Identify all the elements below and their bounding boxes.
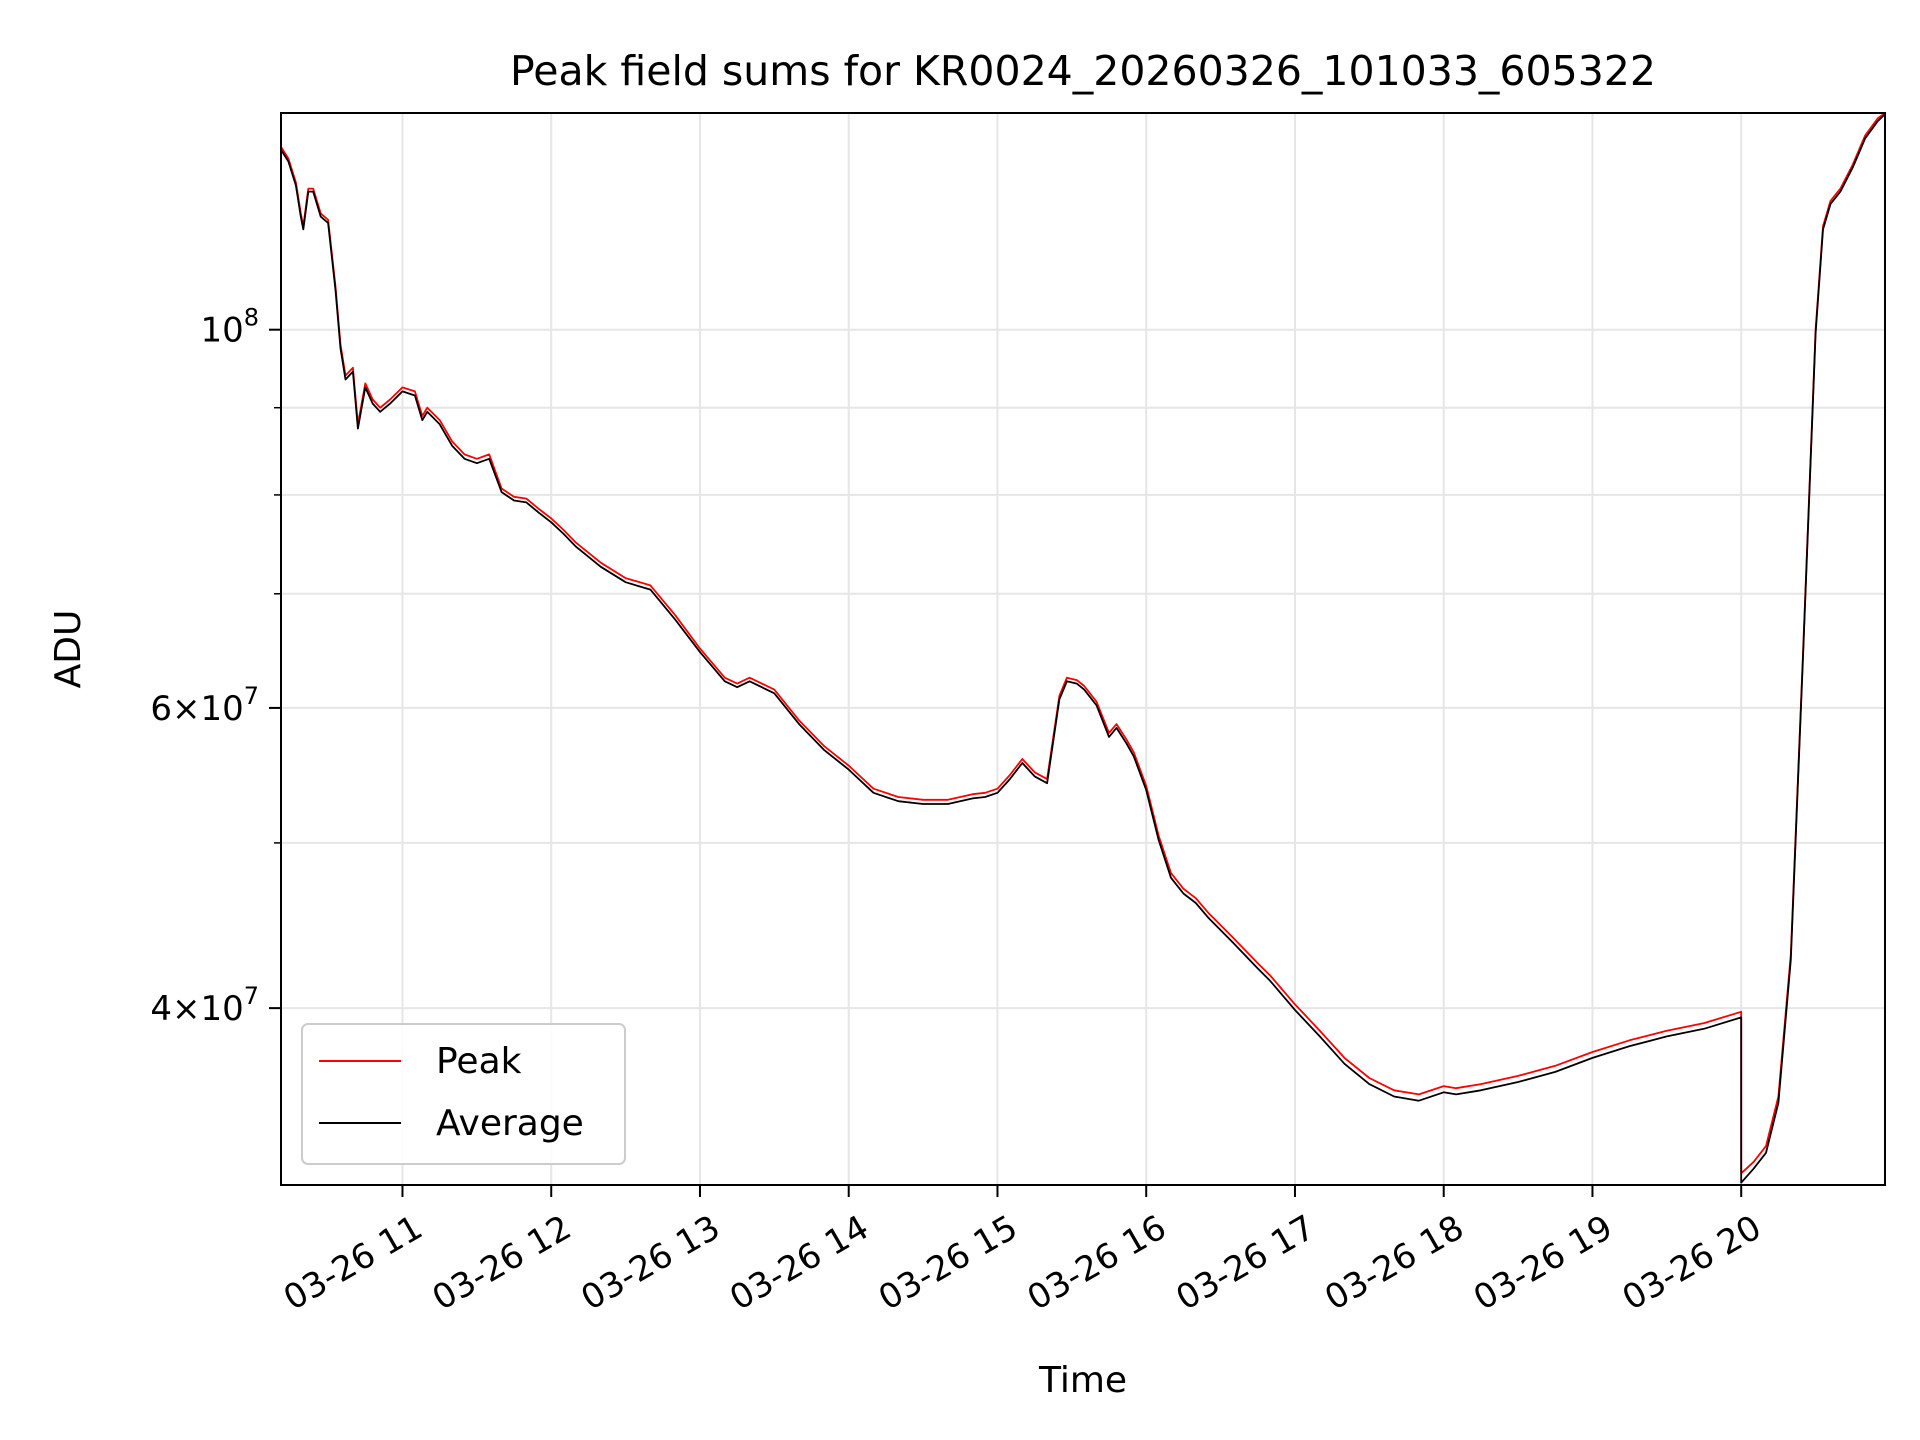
x-tick-label: 03-26 12 [426,1208,578,1319]
y-tick-label: 6×107 [150,682,259,729]
x-tick-label: 03-26 14 [723,1208,875,1319]
x-tick-label: 03-26 17 [1169,1208,1321,1319]
y-tick-label-exponent: 8 [244,304,259,332]
chart-title: Peak field sums for KR0024_20260326_1010… [510,47,1656,95]
x-tick-label: 03-26 11 [277,1208,429,1319]
y-tick-label-base: 6×10 [150,689,243,729]
series-line-peak [280,112,1886,1175]
x-tick-label: 03-26 15 [872,1208,1024,1319]
x-tick-label: 03-26 20 [1616,1208,1768,1319]
x-tick-label: 03-26 16 [1021,1208,1173,1319]
chart-grid [281,113,1885,1185]
y-tick-label-exponent: 7 [244,682,259,710]
legend-label-average: Average [436,1103,584,1144]
legend-box [301,1023,626,1165]
x-axis-label: Time [1038,1360,1127,1401]
y-axis-label: ADU [48,610,89,689]
plot-frame [280,112,1886,1186]
y-tick-label-base: 10 [200,311,243,351]
chart-legend: Peak Average [301,1023,626,1165]
x-tick-label: 03-26 13 [574,1208,726,1319]
legend-label-peak: Peak [436,1041,522,1082]
x-tick-label: 03-26 19 [1467,1208,1619,1319]
y-tick-label: 4×107 [150,982,259,1029]
series-line-average [280,113,1886,1184]
y-tick-label-base: 4×10 [150,989,243,1029]
y-tick-label-exponent: 7 [244,982,259,1010]
x-tick-label: 03-26 18 [1318,1208,1470,1319]
chart-series-layer [280,112,1886,1184]
y-tick-label: 108 [200,304,259,351]
